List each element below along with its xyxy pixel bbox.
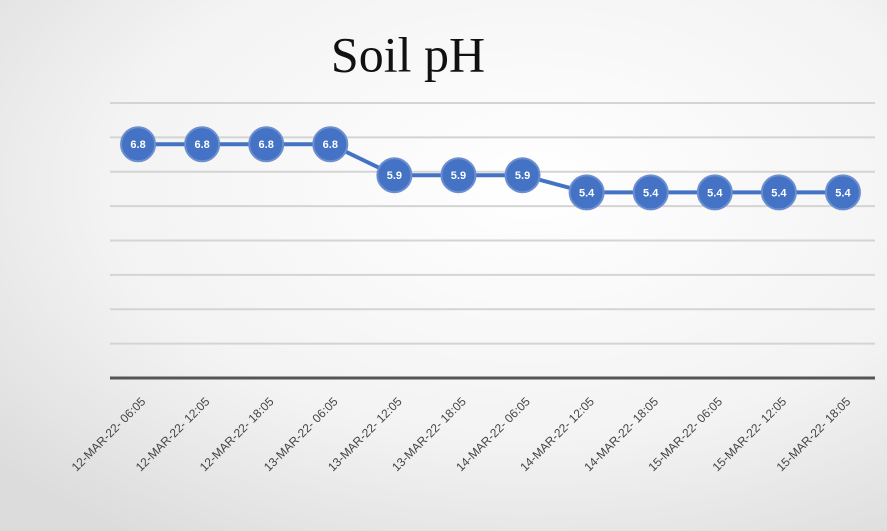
data-label: 5.9 [451,170,466,182]
data-label: 5.4 [835,187,851,199]
data-label: 6.8 [194,139,209,151]
data-label: 6.8 [259,139,274,151]
data-label: 5.4 [771,187,787,199]
chart-title: Soil pH [331,26,485,82]
marker [696,174,733,211]
marker [312,126,349,163]
marker [248,126,285,163]
marker [824,174,861,211]
data-label: 6.8 [130,139,145,151]
marker [568,174,605,211]
marker [184,126,221,163]
data-label: 5.4 [643,187,659,199]
data-label: 5.9 [387,170,402,182]
marker [440,157,477,194]
marker [632,174,669,211]
marker [120,126,157,163]
marker [760,174,797,211]
data-label: 5.9 [515,170,530,182]
data-label: 6.8 [323,139,338,151]
data-label: 5.4 [707,187,723,199]
marker [504,157,541,194]
marker [376,157,413,194]
data-label: 5.4 [579,187,595,199]
